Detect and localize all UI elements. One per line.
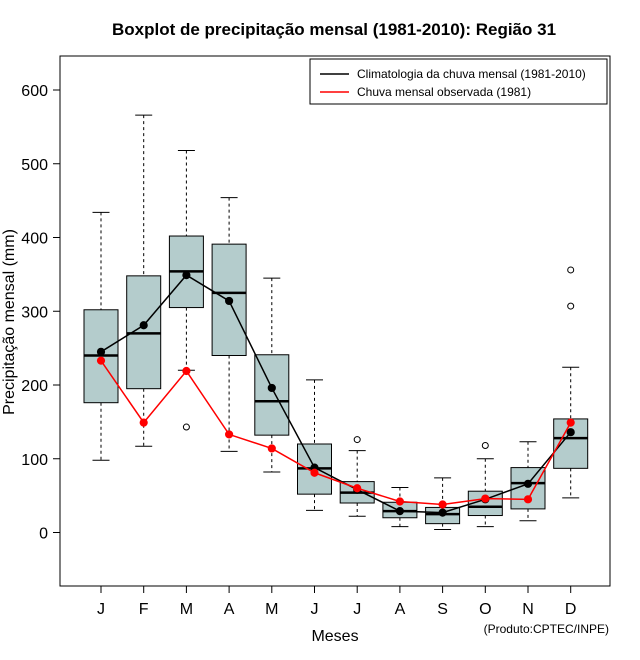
x-tick-label: M xyxy=(265,601,278,618)
observed-point xyxy=(96,356,106,365)
climatology-line xyxy=(100,274,572,514)
climatology-point xyxy=(395,507,404,516)
outlier-point xyxy=(353,436,361,444)
x-tick-label: A xyxy=(224,601,235,618)
y-tick-label: 0 xyxy=(39,526,48,543)
climatology-point xyxy=(523,479,533,488)
x-tick-label: A xyxy=(395,601,406,618)
outlier-point xyxy=(567,266,575,274)
legend-label-climatology: Climatologia da chuva mensal (1981-2010) xyxy=(357,67,586,81)
x-tick-label: N xyxy=(522,601,534,618)
observed-point xyxy=(310,468,319,477)
chart-title: Boxplot de precipitação mensal (1981-201… xyxy=(112,20,556,39)
x-tick-label: S xyxy=(437,601,448,618)
x-tick-label: J xyxy=(311,601,319,618)
y-tick-label: 100 xyxy=(21,452,48,469)
observed-point xyxy=(566,418,575,427)
observed-point xyxy=(182,366,191,376)
observed-point xyxy=(438,500,447,509)
climatology-point xyxy=(225,296,234,306)
y-axis: 0 100 200 300 400 500 600 xyxy=(21,83,61,543)
climatology-point xyxy=(438,508,447,517)
x-tick-label: J xyxy=(353,601,361,618)
climatology-point xyxy=(267,383,276,393)
observed-point xyxy=(353,484,362,493)
x-axis-label: Meses xyxy=(311,628,358,645)
legend-label-observed: Chuva mensal observada (1981) xyxy=(357,85,531,99)
y-tick-label: 400 xyxy=(21,231,48,248)
outlier-point xyxy=(481,441,489,449)
x-tick-label: F xyxy=(139,601,149,618)
legend-box xyxy=(309,58,608,105)
observed-point xyxy=(225,430,234,439)
outlier-point xyxy=(182,423,190,431)
climatology-point xyxy=(182,271,191,280)
boxes-layer xyxy=(83,114,589,531)
climatology-point xyxy=(96,347,106,356)
box-iqr xyxy=(254,354,290,436)
observed-point xyxy=(139,418,148,427)
climatology-point xyxy=(566,428,575,437)
observed-point xyxy=(395,497,404,506)
observed-point xyxy=(267,444,276,453)
y-tick-label: 600 xyxy=(21,83,48,100)
x-tick-label: J xyxy=(97,601,105,618)
x-tick-label: M xyxy=(180,601,193,618)
series-layer xyxy=(96,271,575,517)
x-tick-label: O xyxy=(479,601,491,618)
legend: Climatologia da chuva mensal (1981-2010)… xyxy=(309,58,608,105)
outlier-point xyxy=(567,302,575,310)
y-tick-label: 300 xyxy=(21,304,48,321)
observed-point xyxy=(481,494,490,503)
credit-text: (Produto:CPTEC/INPE) xyxy=(484,622,609,636)
y-axis-label: Precipitação mensal (mm) xyxy=(1,229,18,415)
observed-line xyxy=(100,360,572,506)
observed-point xyxy=(523,495,533,504)
x-tick-label: D xyxy=(565,601,577,618)
y-tick-label: 500 xyxy=(21,157,48,174)
y-tick-label: 200 xyxy=(21,378,48,395)
climatology-point xyxy=(139,321,148,330)
